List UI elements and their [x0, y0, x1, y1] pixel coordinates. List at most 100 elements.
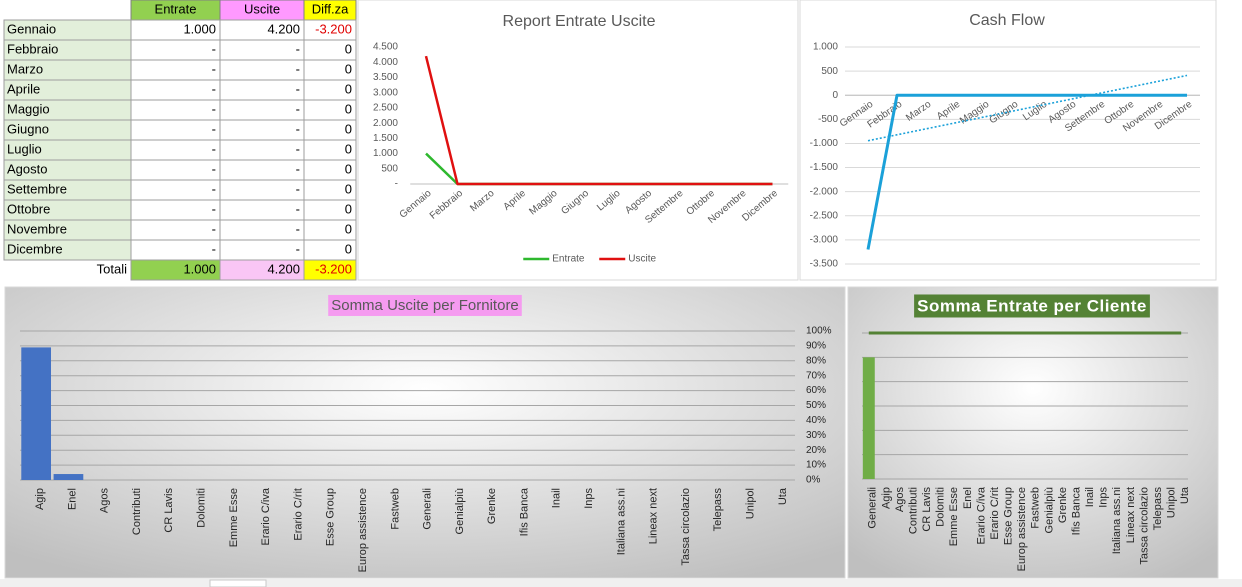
column-header: Entrate	[155, 1, 197, 16]
totals-label: Totali	[97, 261, 127, 276]
x-tick-label: Inps	[1098, 487, 1110, 508]
x-tick-label: Lineax next	[1125, 487, 1137, 543]
y-tick-label: 20%	[806, 445, 826, 456]
cell-value: -	[296, 221, 300, 236]
x-tick-label: Inail	[1084, 487, 1096, 507]
y-tick-label: -3.000	[810, 235, 839, 246]
cell-value: -	[212, 241, 216, 256]
y-tick-label: 4.000	[373, 57, 398, 68]
chart-title: Cash Flow	[969, 12, 1045, 29]
sheet-tab[interactable]	[209, 579, 267, 587]
x-tick-label: Fastweb	[1030, 487, 1042, 529]
cell	[130, 199, 221, 221]
x-tick-label: Agip	[880, 487, 892, 509]
y-tick-label: 60%	[806, 385, 826, 396]
cell-value: -	[296, 121, 300, 136]
x-tick-label: Unipol	[1166, 487, 1178, 518]
series-line	[424, 55, 773, 186]
row-label: Ottobre	[7, 201, 50, 216]
y-tick-label: 1.000	[373, 148, 398, 159]
x-tick-label: Contributi	[907, 487, 919, 534]
cell	[130, 219, 221, 241]
y-tick-label: 2.000	[373, 118, 398, 129]
y-tick-label: 3.000	[373, 87, 398, 98]
x-tick-label: Agos	[99, 488, 111, 514]
chart-panel	[799, 0, 1217, 281]
cell-value: 0	[345, 81, 352, 96]
y-tick-label: 50%	[806, 400, 826, 411]
row-label: Dicembre	[7, 241, 63, 256]
row-label: Luglio	[7, 141, 42, 156]
cell-value: -	[296, 81, 300, 96]
cell-value: -	[212, 61, 216, 76]
y-tick-label: 90%	[806, 341, 826, 352]
row-label: Giugno	[7, 121, 49, 136]
cell-value: 0	[345, 241, 352, 256]
cell-value: -3.200	[315, 21, 352, 36]
x-tick-label: Agos	[894, 487, 906, 513]
y-tick-label: 10%	[806, 460, 826, 471]
cell-value: -	[212, 201, 216, 216]
x-tick-label: Agip	[34, 488, 46, 510]
x-tick-label: Europ assistence	[1016, 487, 1028, 571]
cell	[219, 239, 305, 261]
column-header: Uscite	[244, 1, 280, 16]
y-tick-label: 1.000	[813, 42, 838, 53]
cell	[219, 59, 305, 81]
cell-value: -	[296, 181, 300, 196]
chart-title: Somma Uscite per Fornitore	[331, 297, 519, 314]
column-header: Diff.za	[312, 1, 349, 16]
cell	[219, 119, 305, 141]
y-tick-label: 500	[821, 66, 838, 77]
x-tick-label: Contributi	[131, 488, 143, 535]
cell-value: -	[212, 121, 216, 136]
cell-value: 0	[345, 121, 352, 136]
row-label: Novembre	[7, 221, 67, 236]
cell	[130, 39, 221, 61]
y-tick-label: 0	[832, 90, 838, 101]
row-label: Settembre	[7, 181, 67, 196]
x-tick-label: Enel	[66, 488, 78, 510]
x-tick-label: Uta	[777, 487, 789, 505]
y-tick-label: 100%	[806, 326, 832, 337]
series-line	[866, 93, 1187, 250]
y-tick-label: -3.500	[810, 259, 839, 270]
cell	[219, 179, 305, 201]
cell-value: 0	[345, 101, 352, 116]
x-tick-label: Esse Group	[325, 488, 337, 546]
legend-label: Entrate	[552, 254, 585, 265]
y-tick-label: 0%	[806, 475, 821, 486]
cell	[130, 239, 221, 261]
x-tick-label: Lineax next	[648, 488, 660, 544]
x-tick-label: Italiana ass.ni	[1111, 487, 1123, 554]
bar	[21, 347, 51, 480]
cell	[219, 219, 305, 241]
row-label: Marzo	[7, 61, 43, 76]
cell	[130, 59, 221, 81]
cell-value: -	[296, 201, 300, 216]
cell-value: -	[296, 41, 300, 56]
x-tick-label: Tassa circolazio	[680, 488, 692, 566]
cell	[130, 179, 221, 201]
x-tick-label: Grenke	[1057, 487, 1069, 523]
x-tick-label: Italiana ass.ni	[615, 488, 627, 555]
cell	[219, 99, 305, 121]
cell-value: 0	[345, 61, 352, 76]
bar	[862, 357, 875, 479]
cell	[130, 159, 221, 181]
x-tick-label: Inail	[551, 488, 563, 508]
cell-value: -	[296, 141, 300, 156]
row-label: Gennaio	[7, 21, 56, 36]
title-background	[914, 294, 1150, 318]
x-tick-label: Erario C/iva	[260, 487, 272, 545]
cell-value: 0	[345, 141, 352, 156]
y-tick-label: 500	[381, 163, 398, 174]
y-tick-label: 40%	[806, 415, 826, 426]
cell-value: 4.200	[267, 21, 300, 36]
cell-value: -	[212, 221, 216, 236]
row-label: Agosto	[7, 161, 47, 176]
x-tick-label: Dolomiti	[935, 487, 947, 527]
y-tick-label: 4.500	[373, 42, 398, 53]
x-tick-label: Ifis Banca	[1070, 486, 1082, 535]
cell	[219, 139, 305, 161]
